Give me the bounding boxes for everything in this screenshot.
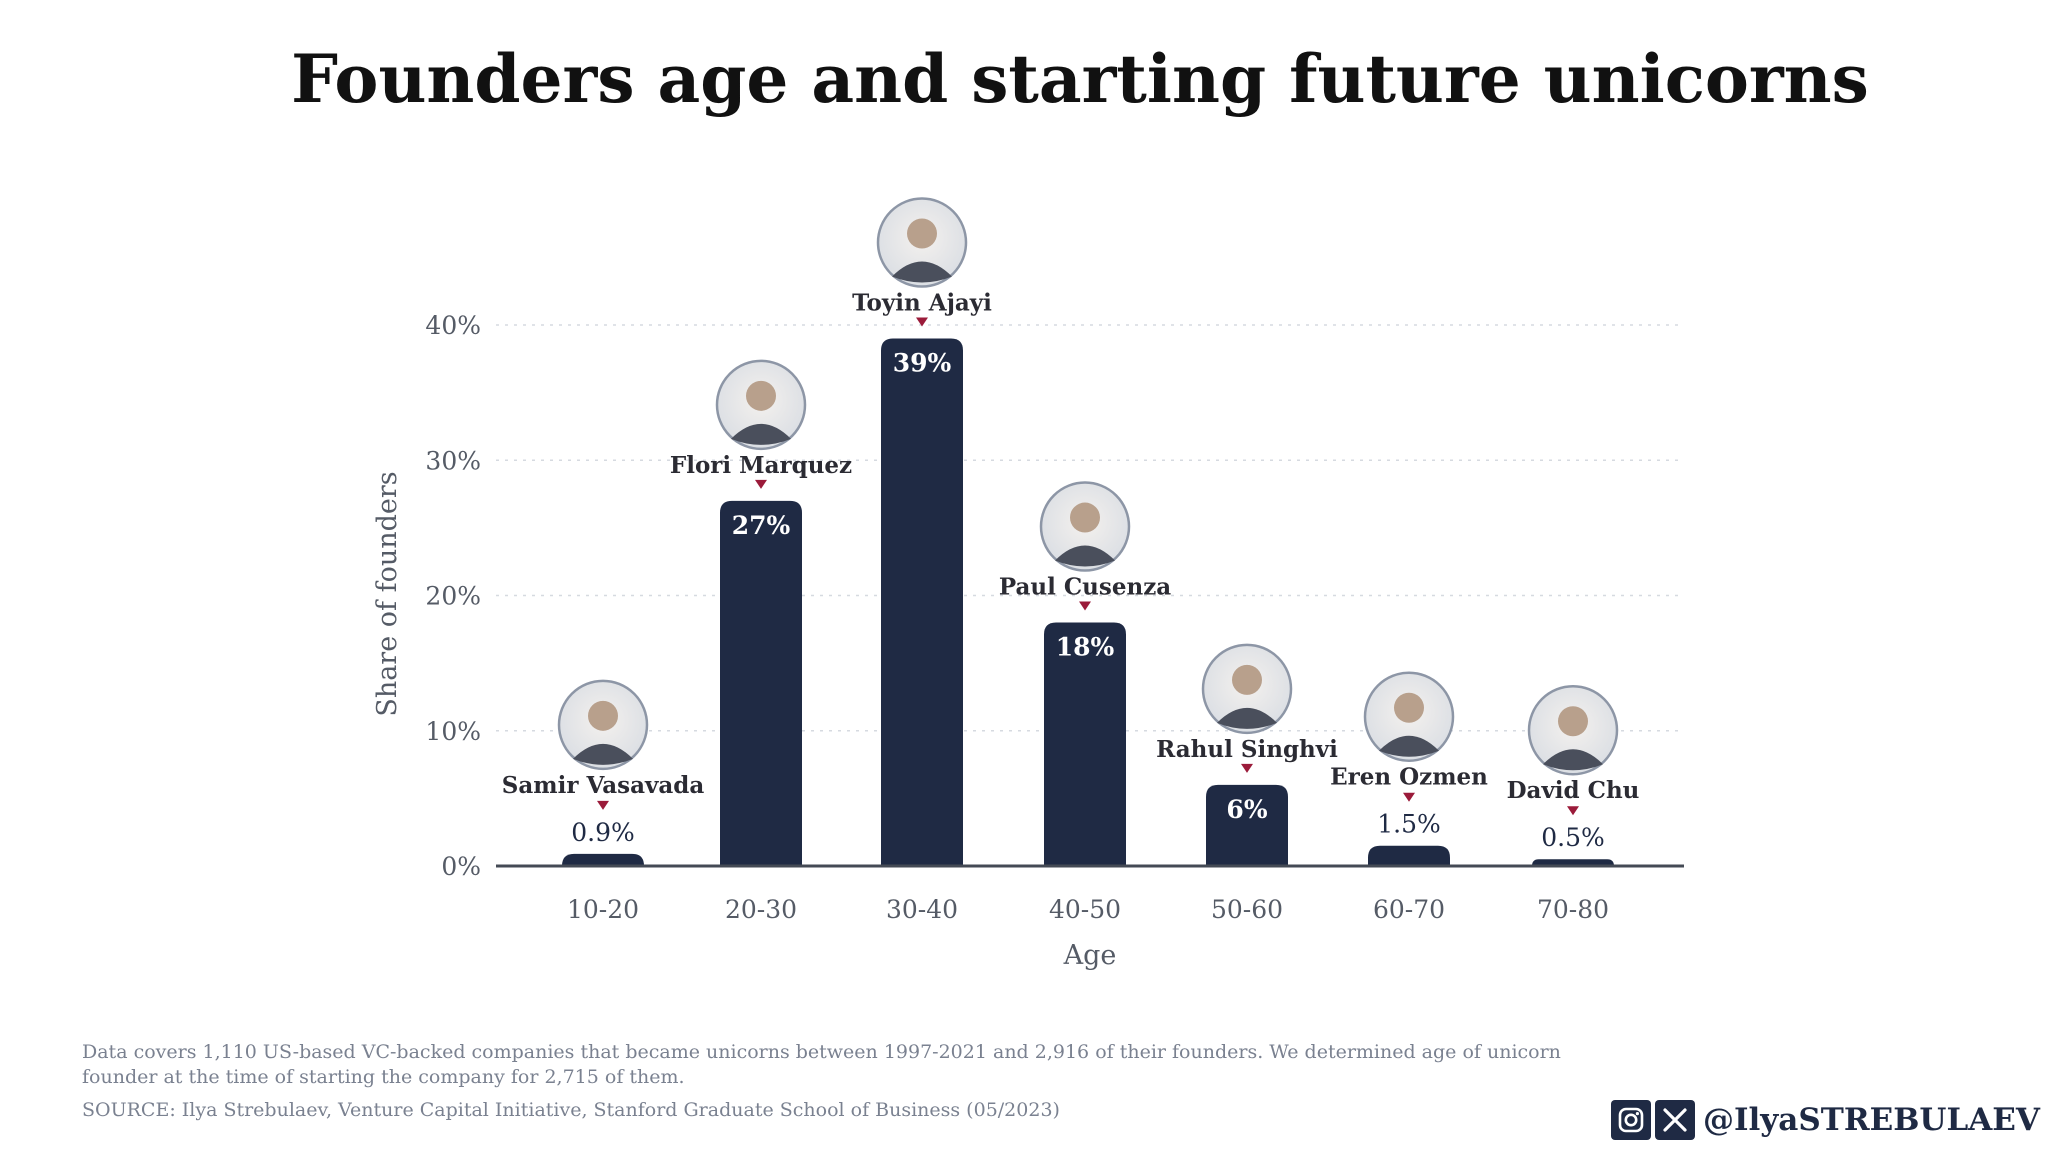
y-tick-label: 10% [425,717,481,746]
x-tick-label: 50-60 [1211,895,1283,924]
pointer-marker [1079,601,1091,611]
founder-name-label: David Chu [1507,777,1640,804]
source-note: SOURCE: Ilya Strebulaev, Venture Capital… [82,1099,1060,1121]
founder-avatar [1039,481,1131,572]
x-icon[interactable] [1655,1100,1695,1140]
data-label: 0.5% [1541,823,1605,852]
data-label: 6% [1226,795,1267,824]
bar [562,853,644,866]
x-tick-label: 40-50 [1049,895,1121,924]
founder-avatar [1363,671,1455,762]
x-axis-ticks: 10-20 20-30 30-40 40-50 50-60 60-70 70-80 [567,895,1609,924]
bar [1044,622,1126,866]
bar [881,338,963,866]
data-label: 0.9% [571,818,635,847]
founder-name-label: Flori Marquez [670,452,852,479]
founder-annotations: 0.9% Samir Vasavada Flori Marquez Toyin Aja… [502,197,1640,852]
pointer-marker [916,317,928,327]
chart-title: Founders age and starting future unicorn… [291,40,1869,118]
pointer-marker [1567,806,1579,816]
founder-avatar [715,359,807,451]
y-tick-label: 20% [425,582,481,611]
founder-name-label: Toyin Ajayi [852,290,992,317]
bar [1532,859,1614,866]
social-handle: @IlyaSTREBULAEV [1611,1097,2040,1143]
x-tick-label: 30-40 [886,895,958,924]
pointer-marker [1241,763,1253,773]
x-axis-title: Age [1063,940,1117,971]
data-label: 39% [893,349,952,378]
data-note: Data covers 1,110 US-based VC-backed com… [82,1041,1561,1088]
pointer-marker [1403,792,1415,802]
y-tick-label: 30% [425,446,481,475]
founder-avatar [1527,684,1619,776]
data-label: 18% [1056,633,1115,662]
founder-name-label: Samir Vasavada [502,772,705,799]
data-label: 1.5% [1377,810,1441,839]
x-tick-label: 10-20 [567,895,639,924]
instagram-icon[interactable] [1611,1100,1651,1140]
bar [1368,845,1450,866]
founder-name-label: Eren Ozmen [1330,764,1488,791]
founder-avatar [876,197,968,288]
bar [1206,784,1288,866]
founder-name-label: Paul Cusenza [999,574,1171,601]
founder-avatar [1201,643,1293,735]
pointer-marker [755,479,767,489]
founder-name-label: Rahul Singhvi [1156,736,1338,763]
x-tick-label: 60-70 [1373,895,1445,924]
data-label: 27% [732,511,791,540]
founder-avatar [557,679,649,771]
bar [720,500,802,866]
pointer-marker [597,800,609,810]
bars: 27% 39% 18% 6% [562,338,1614,866]
y-axis-ticks: 0% 10% 20% 30% 40% [425,311,481,881]
y-tick-label: 40% [425,311,481,340]
y-axis-title: Share of founders [372,471,403,716]
x-tick-label: 20-30 [725,895,797,924]
y-tick-label: 0% [441,852,481,881]
handle-text[interactable]: @IlyaSTREBULAEV [1703,1102,2040,1138]
x-tick-label: 70-80 [1537,895,1609,924]
